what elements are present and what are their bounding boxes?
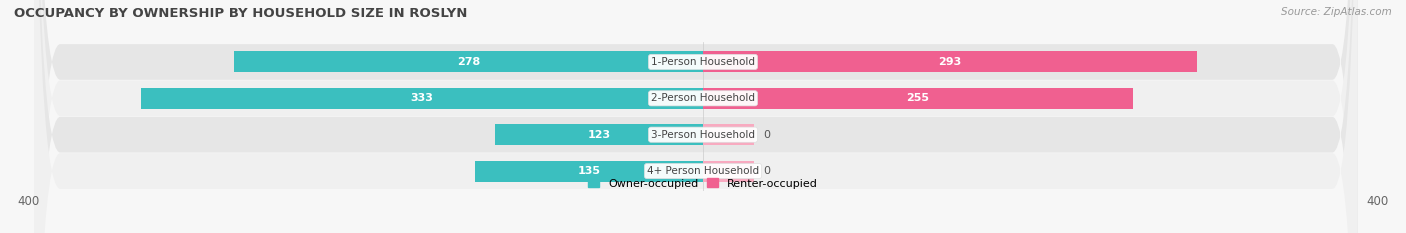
Bar (703, 161, 754, 182)
Bar (703, 88, 1133, 109)
Bar (703, 124, 754, 145)
Text: 333: 333 (411, 93, 433, 103)
Text: 4+ Person Household: 4+ Person Household (647, 166, 759, 176)
Text: 278: 278 (457, 57, 479, 67)
Text: Source: ZipAtlas.com: Source: ZipAtlas.com (1281, 7, 1392, 17)
Bar (233, 51, 703, 72)
Text: OCCUPANCY BY OWNERSHIP BY HOUSEHOLD SIZE IN ROSLYN: OCCUPANCY BY OWNERSHIP BY HOUSEHOLD SIZE… (14, 7, 467, 20)
Text: 1-Person Household: 1-Person Household (651, 57, 755, 67)
Text: 255: 255 (907, 93, 929, 103)
FancyBboxPatch shape (35, 0, 1358, 233)
FancyBboxPatch shape (35, 0, 1358, 233)
FancyBboxPatch shape (35, 0, 1358, 233)
Text: 3-Person Household: 3-Person Household (651, 130, 755, 140)
Text: 2-Person Household: 2-Person Household (651, 93, 755, 103)
Bar (495, 124, 703, 145)
Text: 0: 0 (763, 130, 770, 140)
Text: 293: 293 (939, 57, 962, 67)
Text: 0: 0 (763, 166, 770, 176)
Bar (141, 88, 703, 109)
Legend: Owner-occupied, Renter-occupied: Owner-occupied, Renter-occupied (583, 174, 823, 193)
Text: 135: 135 (578, 166, 600, 176)
Text: 123: 123 (588, 130, 610, 140)
Bar (703, 51, 1198, 72)
Bar (475, 161, 703, 182)
FancyBboxPatch shape (35, 0, 1358, 233)
